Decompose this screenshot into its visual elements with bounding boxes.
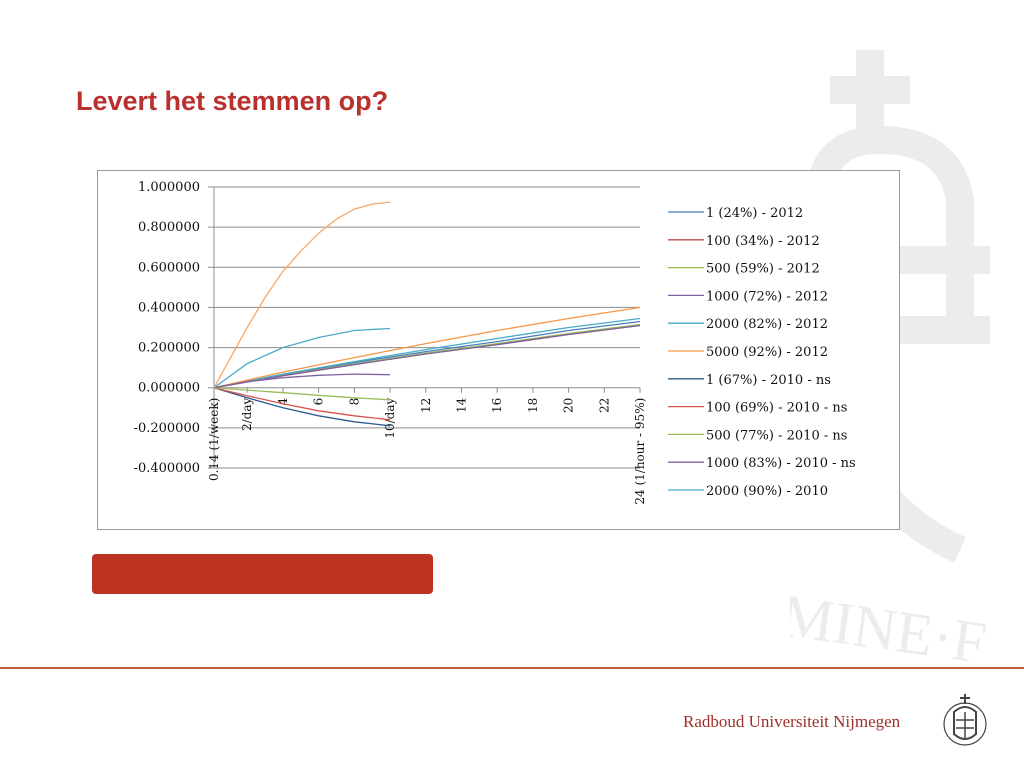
y-tick-label-6: -0.200000 [134,421,200,436]
legend-label-2: 500 (59%) - 2012 [706,262,820,277]
y-tick-label-4: 0.200000 [138,341,200,356]
x-tick-label-11: 22 [597,398,611,413]
page-title: Levert het stemmen op? [76,86,389,116]
series-line-4 [213,317,641,389]
y-tick-label-7: -0.400000 [134,461,200,476]
x-tick-label-3: 6 [312,398,326,406]
y-tick-label-3: 0.400000 [138,300,200,315]
x-axis-ticks: 0.14 (1/week) 2/day 4 6 8 10/day 12 14 16 18 20 22 2… [207,387,647,505]
y-tick-label-0: 1.000000 [138,180,200,195]
footer-university-name: Radboud Universiteit Nijmegen [683,712,901,731]
x-tick-label-4: 8 [347,398,361,406]
chart-gridlines [208,186,640,469]
chart-legend: 1 (24%) - 2012 100 (34%) - 2012 500 (59%) … [668,206,856,499]
series-line-3 [213,324,641,389]
legend-label-3: 1000 (72%) - 2012 [706,289,828,304]
legend-label-6: 1 (67%) - 2010 - ns [706,373,831,388]
legend-label-7: 100 (69%) - 2010 - ns [706,401,847,416]
y-axis-ticks: 1.000000 0.800000 0.600000 0.400000 0.200000… [134,180,200,476]
legend-label-0: 1 (24%) - 2012 [706,206,803,221]
legend-label-9: 1000 (83%) - 2010 - ns [706,456,856,471]
y-tick-label-2: 0.600000 [138,260,200,275]
x-tick-label-9: 18 [526,398,540,413]
x-tick-label-5: 10/day [383,398,397,439]
series-line-6 [213,387,391,427]
series-line-11 [213,201,391,389]
x-tick-label-8: 16 [490,398,504,413]
legend-label-4: 2000 (82%) - 2012 [706,317,828,332]
y-tick-label-1: 0.800000 [138,220,200,235]
svg-text:MINE·F: MINE·F [790,582,990,670]
x-tick-label-7: 14 [454,397,468,413]
series-line-9 [213,373,391,389]
series-line-8 [213,387,391,401]
chart-series [213,201,641,427]
series-line-7 [213,387,391,421]
legend-label-5: 5000 (92%) - 2012 [706,345,828,360]
footer-divider [0,667,1024,669]
series-line-5 [213,306,641,389]
y-tick-label-5: 0.000000 [138,381,200,396]
university-seal-logo [943,694,987,746]
x-tick-label-1: 2/day [240,397,254,431]
x-tick-label-12: 24 (1/hour - 95%) [633,398,647,505]
line-chart: 1.000000 0.800000 0.600000 0.400000 0.200000… [134,180,856,505]
legend-label-10: 2000 (90%) - 2010 [706,484,828,499]
x-tick-label-6: 12 [419,398,433,413]
legend-label-1: 100 (34%) - 2012 [706,234,820,249]
series-line-10 [213,327,391,389]
chart-frame: 1.000000 0.800000 0.600000 0.400000 0.200000… [97,170,900,530]
legend-label-8: 500 (77%) - 2010 - ns [706,428,847,443]
red-highlight-bar [92,554,433,594]
x-tick-label-0: 0.14 (1/week) [207,398,221,481]
x-tick-label-2: 4 [276,397,290,405]
x-tick-label-10: 20 [562,398,576,413]
